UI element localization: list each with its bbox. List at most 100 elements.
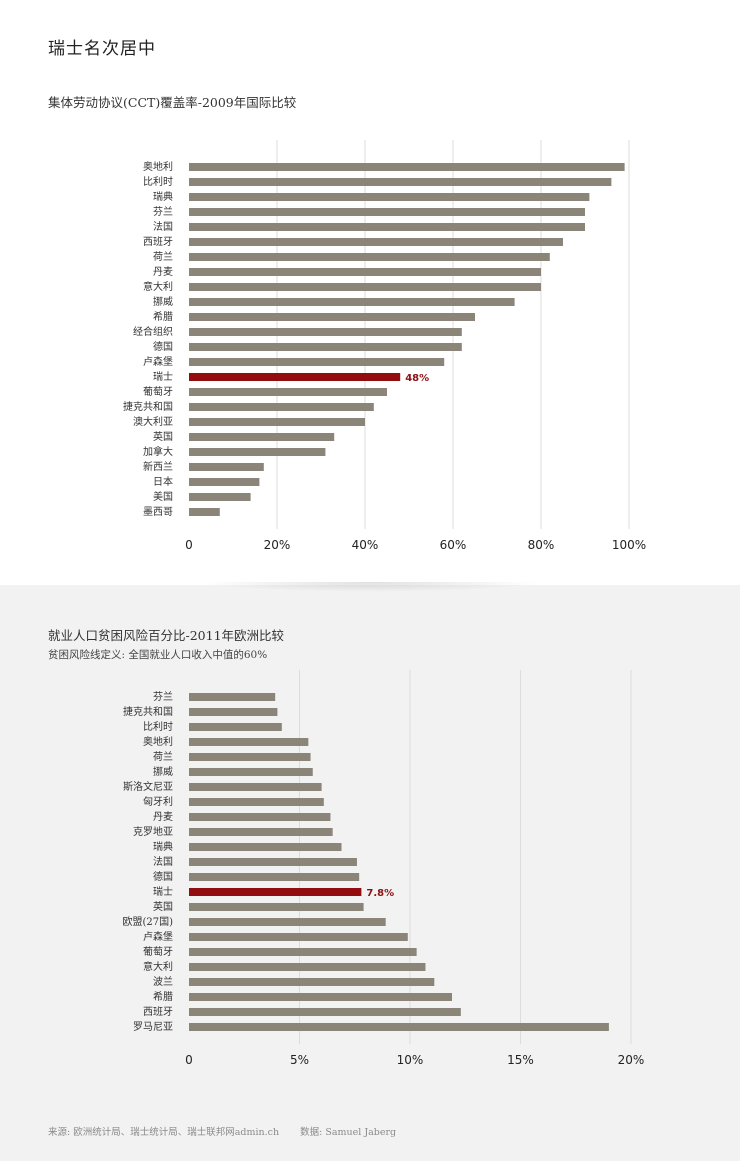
chart2-bar: [189, 708, 278, 716]
chart2-category-label: 德国: [153, 870, 173, 883]
chart1-bar: [189, 178, 612, 186]
chart2-category-label: 丹麦: [153, 811, 173, 823]
chart2-tick-label: 0: [185, 1053, 193, 1067]
chart1-bar: [189, 253, 550, 261]
chart1-svg: 0 20% 40% 60% 80% 100% 奥地利比利时瑞典芬兰法国西班牙荷兰丹麦意大利挪…: [123, 140, 646, 552]
chart1-category-label: 挪威: [153, 295, 173, 308]
chart1-category-label: 奥地利: [143, 160, 173, 173]
chart1-bar: [189, 388, 387, 396]
chart2-category-label: 法国: [153, 855, 173, 868]
chart2-category-label: 卢森堡: [143, 930, 173, 943]
chart2-bar: [189, 948, 417, 956]
chart1-category-label: 西班牙: [143, 236, 173, 248]
chart1-category-label: 葡萄牙: [143, 385, 173, 398]
chart1-category-label: 德国: [153, 340, 173, 353]
chart2-bar: [189, 903, 364, 911]
footer-source: 来源: 欧洲统计局、瑞士统计局、瑞士联邦网admin.ch: [48, 1127, 280, 1138]
chart2-title: 就业人口贫困风险百分比-2011年欧洲比较: [48, 628, 285, 643]
chart1-bar: [189, 508, 220, 516]
chart1-bar: [189, 478, 260, 486]
chart1-category-label: 澳大利亚: [133, 415, 173, 428]
chart2-subtitle: 贫困风险线定义: 全国就业人口收入中值的60%: [48, 649, 268, 661]
chart2-tick-label: 5%: [290, 1053, 309, 1067]
chart1-category-label: 捷克共和国: [123, 400, 173, 413]
chart1-category-label: 卢森堡: [143, 355, 173, 368]
chart1-category-label: 经合组织: [133, 325, 173, 338]
chart2-bar: [189, 963, 426, 971]
chart2-category-label: 葡萄牙: [143, 945, 173, 958]
chart2-category-label: 捷克共和国: [123, 705, 173, 718]
chart2-bar: [189, 873, 360, 881]
chart1-category-label: 瑞士: [153, 370, 173, 383]
chart1-bar: [189, 463, 264, 471]
chart1-category-label: 瑞典: [153, 190, 173, 203]
chart1-tick-label: 60%: [440, 538, 467, 552]
chart1-bar: [189, 373, 401, 381]
chart2-bar: [189, 858, 357, 866]
chart2-bar: [189, 768, 313, 776]
chart1-tick-label: 0: [185, 538, 193, 552]
chart1-data-label: 48%: [405, 373, 429, 384]
top-panel: [0, 0, 740, 585]
chart2-bar: [189, 798, 324, 806]
headline: 瑞士名次居中: [48, 39, 156, 59]
chart2-tick-label: 10%: [397, 1053, 424, 1067]
chart1-bar: [189, 418, 365, 426]
chart2-bar: [189, 753, 311, 761]
chart2-bar: [189, 828, 333, 836]
chart2-bar: [189, 813, 331, 821]
bottom-panel: [0, 585, 740, 1161]
chart1-tick-label: 40%: [352, 538, 379, 552]
chart1-category-label: 比利时: [143, 176, 173, 188]
chart1-bar: [189, 493, 251, 501]
chart2-category-label: 罗马尼亚: [133, 1021, 173, 1033]
chart1-category-label: 英国: [153, 430, 173, 443]
chart1-category-label: 荷兰: [153, 250, 173, 263]
chart2-category-label: 芬兰: [153, 690, 173, 703]
chart2-category-label: 挪威: [153, 765, 173, 778]
chart1-bar: [189, 163, 625, 171]
chart2-bar: [189, 1008, 461, 1016]
chart2-svg: 0 5% 10% 15% 20% 芬兰捷克共和国比利时奥地利荷兰挪威斯洛文尼亚匈牙利丹麦克…: [122, 670, 644, 1067]
chart1-category-label: 新西兰: [143, 460, 173, 473]
chart2-bar: [189, 693, 276, 701]
chart2-tick-label: 15%: [507, 1053, 534, 1067]
chart1-bar: [189, 448, 326, 456]
chart1-bar: [189, 343, 462, 351]
chart1-category-label: 希腊: [153, 310, 173, 323]
chart2-category-label: 英国: [153, 900, 173, 913]
chart2-bar: [189, 1023, 609, 1031]
chart1-tick-label: 80%: [528, 538, 555, 552]
chart2-category-label: 欧盟(27国): [122, 916, 173, 928]
chart1-bar: [189, 433, 335, 441]
chart2-bar: [189, 783, 322, 791]
chart2-bar: [189, 843, 342, 851]
chart2-data-label: 7.8%: [366, 888, 394, 899]
chart2-category-label: 瑞士: [153, 885, 173, 898]
chart2-bar: [189, 918, 386, 926]
footer-credit: 数据: Samuel Jaberg: [300, 1127, 397, 1138]
chart1-category-label: 日本: [153, 475, 173, 488]
chart1-category-label: 意大利: [143, 280, 173, 293]
chart2-category-label: 荷兰: [153, 750, 173, 763]
chart2-category-label: 瑞典: [153, 840, 173, 853]
chart2-category-label: 斯洛文尼亚: [123, 780, 173, 793]
chart2-category-label: 奥地利: [143, 735, 173, 748]
chart2-category-label: 希腊: [153, 990, 173, 1003]
chart1-tick-label: 20%: [264, 538, 291, 552]
chart1-bar: [189, 358, 445, 366]
chart1-bar: [189, 268, 541, 276]
chart2-category-label: 波兰: [153, 975, 173, 988]
chart1-category-label: 加拿大: [143, 445, 173, 458]
chart2-category-label: 克罗地亚: [133, 825, 173, 838]
chart2-category-label: 匈牙利: [143, 795, 173, 808]
chart1-bar: [189, 328, 462, 336]
chart1-bar: [189, 313, 475, 321]
footer: 来源: 欧洲统计局、瑞士统计局、瑞士联邦网admin.ch 数据: Samuel…: [48, 1124, 414, 1138]
chart1-category-label: 墨西哥: [143, 506, 173, 518]
chart1-bar: [189, 223, 585, 231]
chart1-bar: [189, 208, 585, 216]
chart2-category-label: 意大利: [143, 960, 173, 973]
chart1-bar: [189, 283, 541, 291]
chart1-title: 集体劳动协议(CCT)覆盖率-2009年国际比较: [48, 95, 297, 110]
